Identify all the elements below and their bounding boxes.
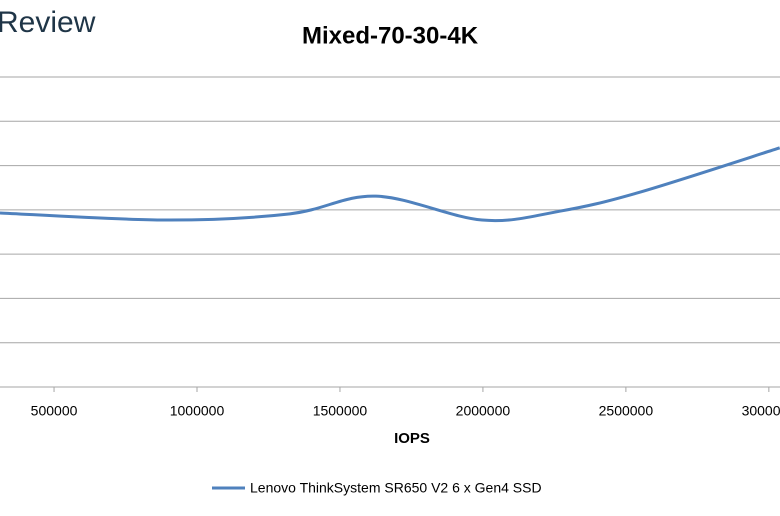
chart-title: Mixed-70-30-4K xyxy=(302,22,479,49)
logo: Review xyxy=(0,6,96,39)
legend-label: Lenovo ThinkSystem SR650 V2 6 x Gen4 SSD xyxy=(250,480,542,496)
x-tick-label: 1000000 xyxy=(170,403,225,419)
x-tick-label: 2000000 xyxy=(456,403,511,419)
x-tick-label: 1500000 xyxy=(313,403,368,419)
x-axis-label: IOPS xyxy=(394,430,430,447)
x-tick-label: 500000 xyxy=(31,403,78,419)
x-tick-label: 2500000 xyxy=(599,403,654,419)
x-tick-label: 3000000 xyxy=(742,403,780,419)
series-line xyxy=(0,146,780,223)
